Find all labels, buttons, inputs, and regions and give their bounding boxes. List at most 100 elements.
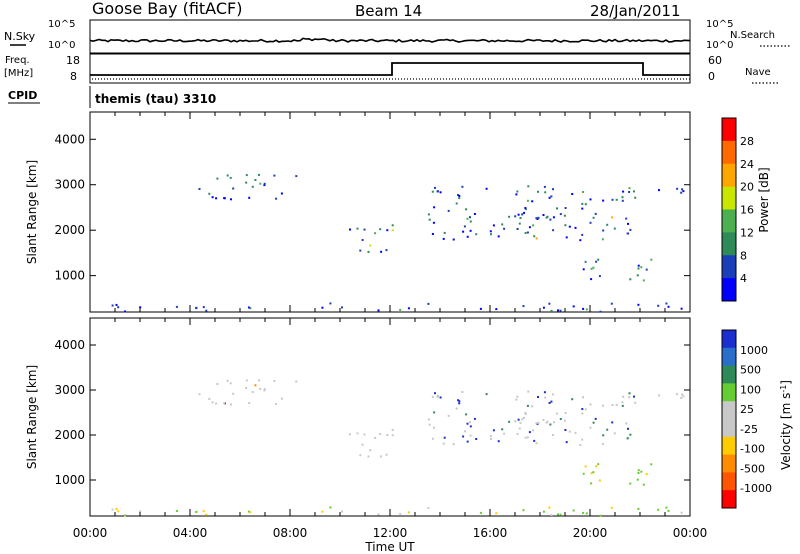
velocity-mark <box>556 412 558 415</box>
velocity-mark <box>640 470 643 473</box>
power-mark <box>245 174 248 177</box>
velocity-mark <box>524 412 527 414</box>
velocity-panel: 1000 2000 3000 4000 Slant Range [km] 1000 50… <box>25 317 793 517</box>
power-colorbar-band <box>722 209 736 233</box>
velocity-mark <box>115 508 118 510</box>
velocity-mark <box>386 434 389 436</box>
y-tick-label: 3000 <box>54 178 85 192</box>
power-mark <box>524 208 527 211</box>
velocity-mark <box>198 393 201 396</box>
noise-sky-line <box>89 37 691 43</box>
power-mark <box>589 221 592 224</box>
velocity-mark <box>585 512 588 515</box>
power-mark <box>226 174 229 177</box>
velocity-mark <box>627 427 629 430</box>
power-mark <box>442 237 445 240</box>
velocity-mark <box>526 404 529 407</box>
velocity-mark <box>628 392 631 395</box>
velocity-mark <box>621 404 624 407</box>
velocity-mark <box>602 404 605 407</box>
velocity-mark <box>489 435 492 438</box>
power-mark <box>489 230 492 233</box>
y-tick-label: 3000 <box>54 383 85 397</box>
velocity-colorbar-band <box>722 401 736 420</box>
velocity-mark <box>536 422 539 425</box>
power-mark <box>466 217 469 220</box>
velocity-mark <box>359 454 362 457</box>
velocity-mark <box>568 430 571 433</box>
velocity-mark <box>601 443 604 445</box>
velocity-mark <box>594 417 597 420</box>
power-mark <box>248 196 251 199</box>
velocity-mark <box>657 508 660 511</box>
power-mark <box>469 220 472 223</box>
y-tick-label: 4000 <box>54 338 85 352</box>
power-mark <box>581 207 584 210</box>
power-mark <box>485 187 488 190</box>
velocity-mark <box>495 512 498 515</box>
power-mark <box>434 186 436 189</box>
velocity-mark <box>215 402 218 405</box>
power-mark <box>556 207 558 210</box>
velocity-mark <box>461 391 464 393</box>
x-tick-label: 04:00 <box>173 526 208 540</box>
velocity-mark <box>469 421 471 424</box>
velocity-colorbar-band <box>722 490 736 509</box>
velocity-mark <box>465 413 468 416</box>
velocity-colorbar-tick: 25 <box>740 403 754 416</box>
velocity-mark <box>254 384 257 387</box>
velocity-colorbar-tick: 500 <box>740 364 761 377</box>
velocity-mark <box>615 403 618 406</box>
power-mark <box>208 192 211 195</box>
freq-label: Freq. <box>5 55 30 66</box>
power-x-ticks <box>89 112 691 312</box>
velocity-mark <box>341 510 343 513</box>
power-colorbar-tick: 28 <box>740 135 754 148</box>
velocity-mark <box>680 396 683 399</box>
velocity-mark <box>431 437 434 440</box>
power-mark <box>610 302 613 305</box>
power-mark <box>251 185 254 188</box>
power-mark <box>626 232 629 235</box>
velocity-mark <box>642 483 645 486</box>
velocity-mark <box>391 434 394 437</box>
velocity-colorbar-band <box>722 472 736 491</box>
power-colorbar-tick: 12 <box>740 226 754 239</box>
velocity-mark <box>581 412 584 415</box>
velocity-mark <box>557 513 559 516</box>
y-tick-label: 2000 <box>54 223 85 237</box>
power-mark <box>356 227 359 230</box>
power-mark <box>380 250 383 253</box>
velocity-mark <box>195 510 198 513</box>
velocity-mark <box>599 514 602 517</box>
power-mark <box>492 224 495 227</box>
velocity-mark <box>546 420 549 423</box>
power-mark <box>552 229 555 232</box>
velocity-mark <box>202 510 205 513</box>
velocity-mark <box>245 379 248 382</box>
power-mark <box>377 309 380 312</box>
velocity-mark <box>581 408 584 410</box>
power-mark <box>521 213 524 216</box>
power-mark <box>175 305 178 308</box>
power-colorbar-tick: 20 <box>740 181 754 194</box>
power-mark <box>602 229 605 232</box>
power-mark <box>657 304 660 307</box>
velocity-colorbar-band <box>722 383 736 402</box>
power-mark <box>115 303 118 306</box>
power-mark <box>535 237 538 240</box>
power-mark <box>439 191 442 194</box>
velocity-mark <box>518 427 521 430</box>
frequency-panel: Freq. [MHz] 18 8 60 0 Nave CPID themis (… <box>4 53 778 108</box>
power-mark <box>550 195 553 198</box>
velocity-mark <box>501 428 504 431</box>
power-mark <box>571 193 574 195</box>
velocity-mark <box>535 422 538 425</box>
velocity-mark <box>216 383 219 385</box>
power-mark <box>526 199 529 202</box>
power-mark <box>526 231 529 234</box>
power-mark <box>535 217 538 220</box>
power-mark <box>431 233 434 235</box>
power-mark <box>650 258 653 261</box>
power-mark <box>518 222 521 225</box>
